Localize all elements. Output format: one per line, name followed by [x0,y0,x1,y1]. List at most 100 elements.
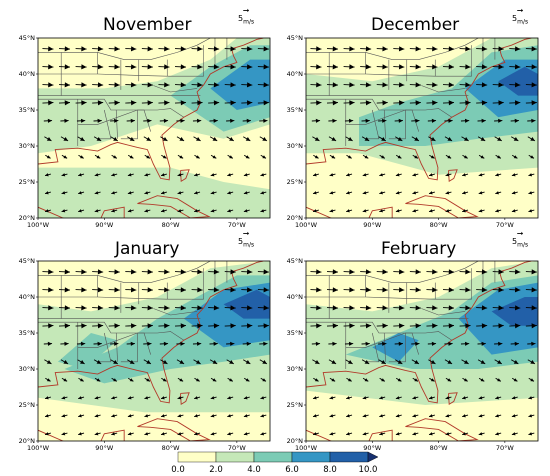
wind-vector-head [262,155,266,159]
wind-vector-head [382,269,388,275]
wind-vector-head [314,359,320,364]
panel-title-february: February [381,239,457,259]
wind-vector-head [161,209,165,213]
wind-vector-head [144,191,149,195]
wind-vector-head [48,82,54,88]
wind-vector-head [48,305,54,311]
wind-vector-head [97,100,104,106]
wind-vector-head [398,82,405,88]
wind-vector-head [412,414,417,418]
wind-vector-head [46,378,51,382]
coastline [405,418,479,441]
wind-vector-head [245,378,250,382]
wind-vector-head [465,305,471,311]
lon-label: 90°W [363,221,382,229]
wind-vector-head [260,414,265,418]
wind-vector-head [78,414,82,418]
wind-vector-head [511,209,516,213]
map-frame [305,260,539,442]
wind-vector-head [229,136,234,141]
wind-vector-head [362,414,367,418]
wind-vector-head [464,136,469,141]
wind-vector-head [362,396,367,400]
wind-vector-head [81,46,87,52]
wind-vector-head [531,82,537,88]
coastline [137,195,211,218]
reference-arrow-bottom-left: ➞ 5m/s [238,229,255,249]
wind-vector-head [448,341,453,346]
wind-vector-head [146,378,150,382]
lat-label: 30°N [287,365,304,373]
wind-vector-head [64,287,71,293]
wind-vector-head [395,432,400,436]
wind-vector-head [212,378,217,382]
wind-vector-head [194,432,198,436]
coastline [180,169,190,183]
wind-vector-head [431,118,437,123]
wind-vector-head [78,209,82,213]
wind-vector-head [80,155,84,159]
lat-label: 35°N [287,106,304,114]
wind-vector-head [246,269,253,275]
speed-contour [210,59,270,110]
wind-vector-head [445,191,450,195]
wind-vector-head [365,82,372,88]
reference-arrow-top-left: ➞ 5m/s [238,6,255,26]
wind-vector-head [230,82,236,88]
wind-vector-head [381,378,385,382]
wind-vector-head [331,155,336,159]
wind-vector-head [397,359,403,364]
wind-vector-head [64,269,71,275]
wind-vector-head [64,64,71,70]
wind-vector-head [129,155,134,159]
wind-vector-head [81,305,87,311]
lon-label: 100°W [27,221,50,229]
wind-vector-head [81,64,87,70]
wind-vector-head [445,173,450,177]
wind-vector-head [262,378,266,382]
wind-vector-head [465,269,471,275]
wind-vector-head [197,287,203,293]
wind-vector-head [498,46,504,52]
wind-vector-head [114,341,119,346]
reference-value: 5 [512,237,518,246]
wind-vector-head [448,287,455,293]
wind-vector-head [81,100,87,106]
wind-vector-head [332,341,337,346]
wind-vector-head [144,209,149,213]
wind-vector-head [432,82,438,88]
wind-vector-head [346,414,350,418]
wind-vector-head [64,46,71,52]
wind-vector-head [445,209,450,213]
lat-label: 35°N [19,329,36,337]
state-border [388,333,406,363]
wind-vector-head [398,46,405,52]
wind-vector-head [379,191,383,195]
wind-vector-head [513,378,518,382]
wind-vector-head [177,414,182,418]
panel-title-january: January [115,239,180,259]
wind-vector-head [230,269,236,275]
wind-vector-head [478,432,483,436]
wind-vector-head [362,209,367,213]
wind-vector-head [210,432,215,436]
lat-label: 40°N [19,70,36,78]
wind-vector-head [531,100,537,106]
wind-vector-head [230,64,236,70]
wind-vector-head [147,64,153,70]
wind-vector-head [531,118,536,123]
wind-vector-head [462,191,466,195]
wind-vector-head [177,191,182,195]
wind-vector-head [48,287,54,293]
state-border [365,332,380,363]
wind-vector-head [161,173,165,177]
wind-vector-head [365,305,372,311]
wind-vector-head [179,359,185,364]
wind-vector-head [432,323,438,329]
coastline [306,38,532,181]
wind-vector-head [161,414,165,418]
wind-vector-head [229,359,234,364]
wind-vector-head [531,46,537,52]
lat-label: 25°N [19,178,36,186]
